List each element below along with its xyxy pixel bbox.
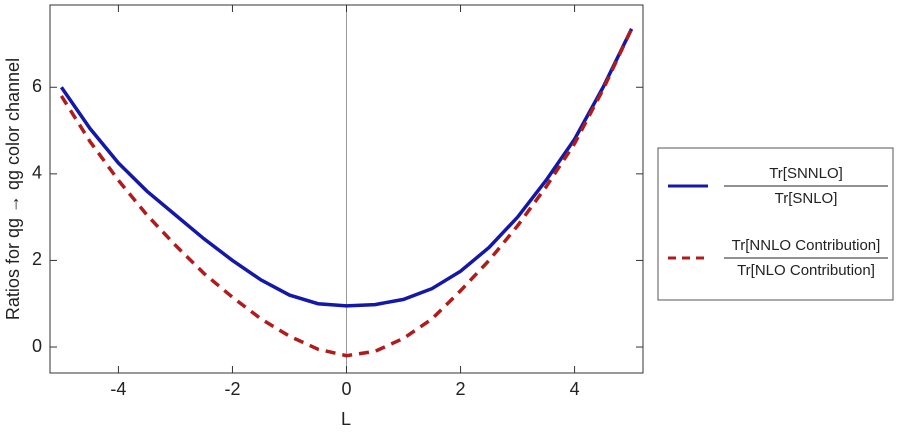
x-axis-label: L <box>341 409 351 429</box>
series-line <box>59 28 634 358</box>
legend-label: Tr[NLO Contribution] <box>737 262 875 279</box>
legend-label: Tr[NNLO Contribution] <box>732 237 881 254</box>
y-tick-label: 2 <box>32 249 42 269</box>
y-tick-label: 0 <box>32 336 42 356</box>
x-tick-label: -4 <box>110 379 126 399</box>
legend-label: Tr[SNLO] <box>775 190 838 207</box>
legend-label: Tr[SNNLO] <box>769 165 843 182</box>
x-tick-label: 0 <box>341 379 351 399</box>
series-line <box>59 28 634 308</box>
x-tick-label: 2 <box>456 379 466 399</box>
x-tick-label: 4 <box>570 379 580 399</box>
legend-box <box>657 147 894 301</box>
y-axis-label: Ratios for qg → qg color channel <box>3 58 23 320</box>
x-tick-label: -2 <box>224 379 240 399</box>
y-tick-label: 4 <box>32 163 42 183</box>
y-tick-label: 6 <box>32 76 42 96</box>
